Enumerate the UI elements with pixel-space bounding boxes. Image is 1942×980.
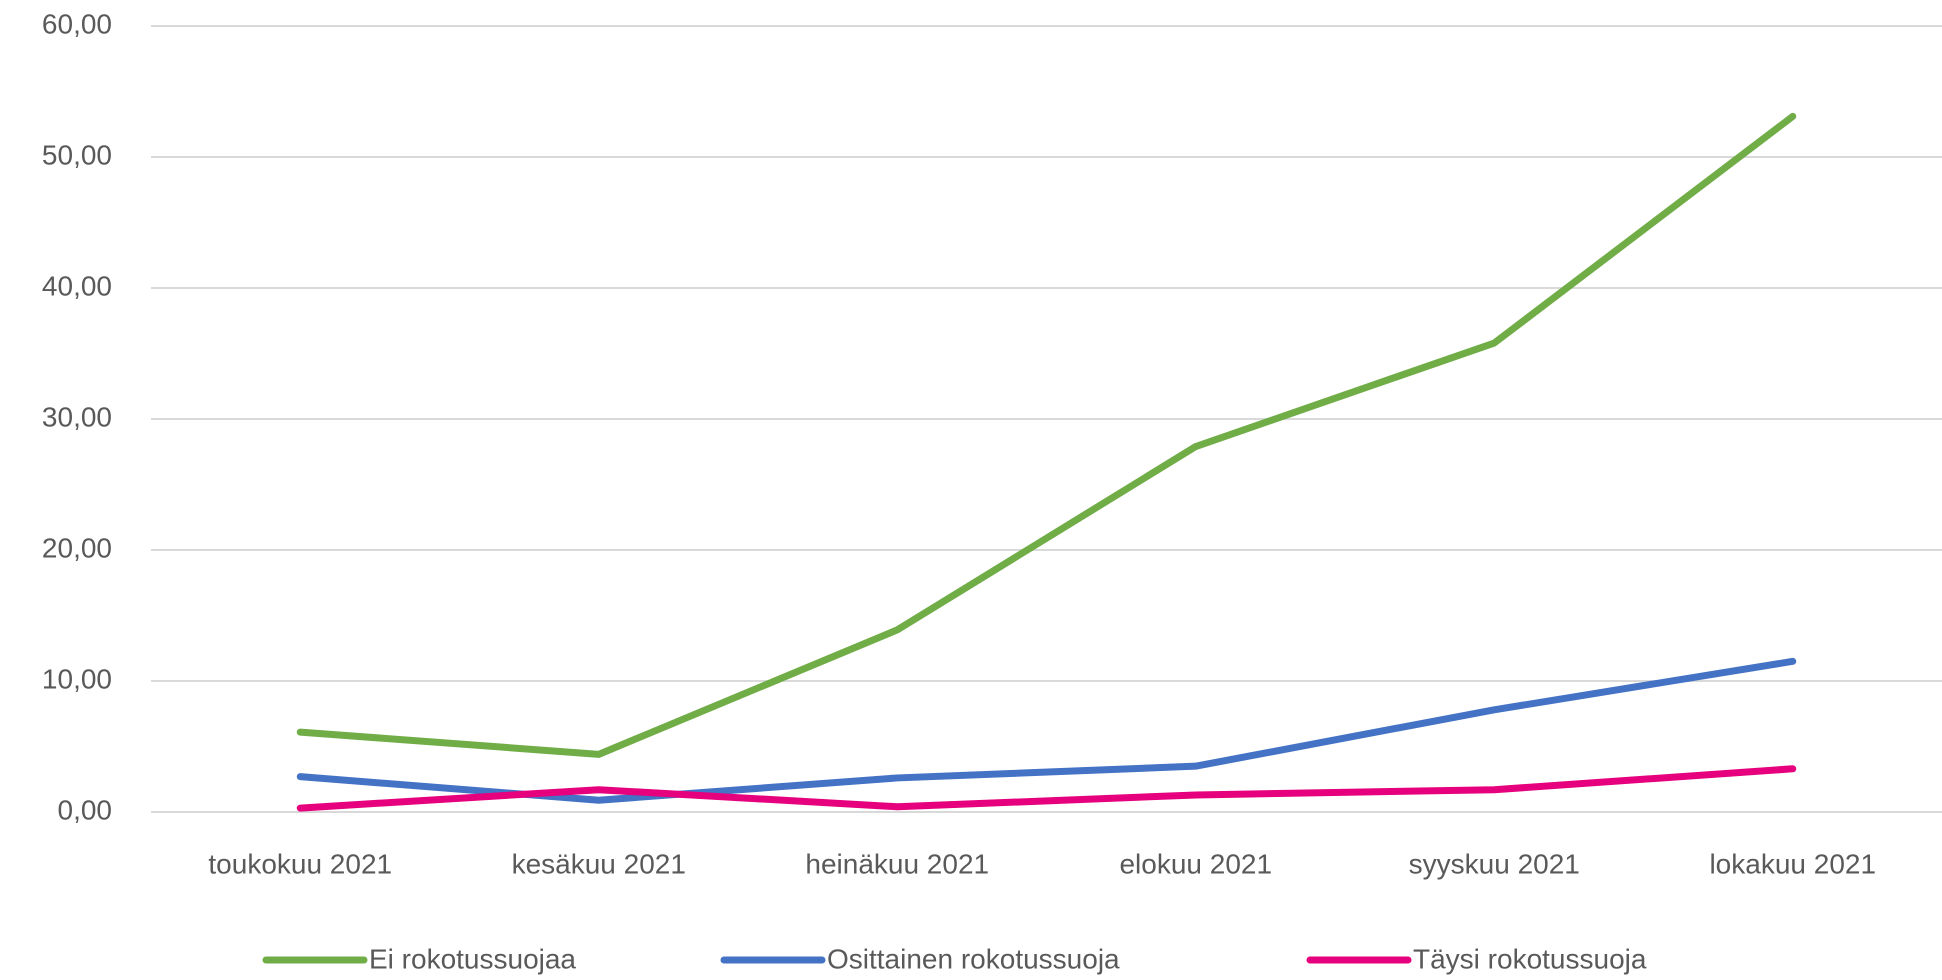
y-tick-label: 60,00 [42, 8, 112, 39]
legend-label: Osittainen rokotussuoja [827, 943, 1120, 974]
legend-label: Täysi rokotussuoja [1413, 943, 1647, 974]
x-tick-label: elokuu 2021 [1119, 848, 1272, 879]
y-tick-label: 30,00 [42, 401, 112, 432]
y-tick-label: 10,00 [42, 663, 112, 694]
x-tick-label: lokakuu 2021 [1709, 848, 1876, 879]
x-tick-label: kesäkuu 2021 [512, 848, 686, 879]
y-tick-label: 50,00 [42, 139, 112, 170]
y-tick-label: 20,00 [42, 532, 112, 563]
y-tick-label: 40,00 [42, 270, 112, 301]
legend-label: Ei rokotussuojaa [369, 943, 576, 974]
x-tick-label: syyskuu 2021 [1409, 848, 1580, 879]
series-line [296, 112, 1797, 758]
y-tick-label: 0,00 [58, 794, 113, 825]
x-tick-label: heinäkuu 2021 [805, 848, 989, 879]
x-tick-label: toukokuu 2021 [208, 848, 392, 879]
series-line [296, 765, 1797, 812]
series-line [296, 657, 1797, 804]
